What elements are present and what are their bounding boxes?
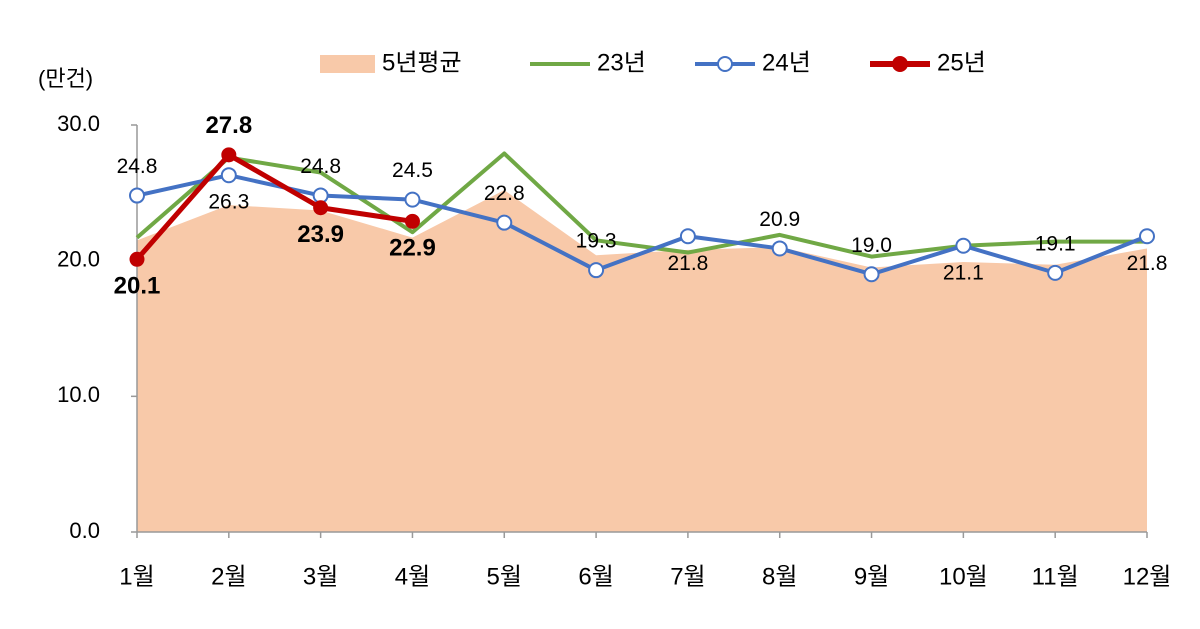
x-tick-label: 4월: [395, 563, 430, 590]
marker: [588, 262, 605, 279]
marker: [679, 228, 696, 245]
data-label: 24.8: [117, 155, 158, 178]
marker: [1139, 228, 1155, 245]
marker: [129, 187, 145, 204]
marker: [129, 251, 145, 267]
data-label: 24.8: [300, 155, 341, 178]
data-label: 19.1: [1035, 232, 1076, 255]
x-tick-label: 11월: [1032, 563, 1079, 590]
x-tick-label: 8월: [762, 563, 797, 590]
marker: [221, 147, 237, 163]
data-label: 21.8: [667, 252, 708, 275]
legend-label: 5년평균: [382, 49, 462, 76]
data-label: 22.9: [389, 235, 436, 262]
marker: [220, 167, 237, 184]
marker: [496, 214, 513, 231]
legend-label: 24년: [762, 49, 811, 76]
marker: [955, 237, 972, 254]
data-label: 22.8: [484, 182, 525, 205]
x-tick-label: 9월: [854, 563, 889, 590]
x-tick-label: 1월: [119, 563, 154, 590]
legend-marker: [892, 56, 908, 72]
area: [137, 190, 1147, 532]
data-label: 23.9: [297, 221, 344, 248]
legend-swatch: [320, 55, 375, 73]
data-label: 20.9: [759, 208, 800, 231]
legend-marker: [717, 56, 733, 72]
marker: [313, 200, 329, 216]
data-label: 27.8: [205, 112, 252, 139]
marker: [404, 213, 420, 229]
marker: [771, 240, 788, 257]
line: [135, 151, 1147, 259]
line: [136, 173, 1148, 277]
y-tick-label: 20.0: [57, 246, 100, 271]
data-label: 19.3: [576, 230, 617, 253]
data-label: 20.1: [114, 273, 161, 300]
x-tick-label: 12월: [1123, 563, 1172, 590]
x-tick-label: 6월: [578, 563, 613, 590]
y-tick-label: 0.0: [69, 518, 100, 543]
x-tick-label: 5월: [487, 563, 522, 590]
marker: [404, 191, 421, 208]
y-tick-label: 30.0: [57, 111, 100, 136]
y-unit-label: (만건): [38, 66, 93, 91]
data-label: 19.0: [851, 234, 892, 257]
x-tick-label: 2월: [211, 563, 246, 590]
x-tick-label: 7월: [670, 563, 705, 590]
y-tick-label: 10.0: [57, 382, 100, 407]
x-tick-label: 3월: [303, 563, 338, 590]
data-label: 21.8: [1127, 252, 1168, 275]
legend-label: 23년: [597, 49, 646, 76]
data-label: 26.3: [208, 191, 249, 214]
legend-label: 25년: [937, 49, 986, 76]
data-label: 24.5: [392, 159, 433, 182]
data-label: 21.1: [943, 261, 984, 284]
line: [135, 152, 413, 261]
x-tick-label: 10월: [939, 563, 988, 590]
marker: [1047, 264, 1064, 281]
marker: [863, 266, 880, 283]
